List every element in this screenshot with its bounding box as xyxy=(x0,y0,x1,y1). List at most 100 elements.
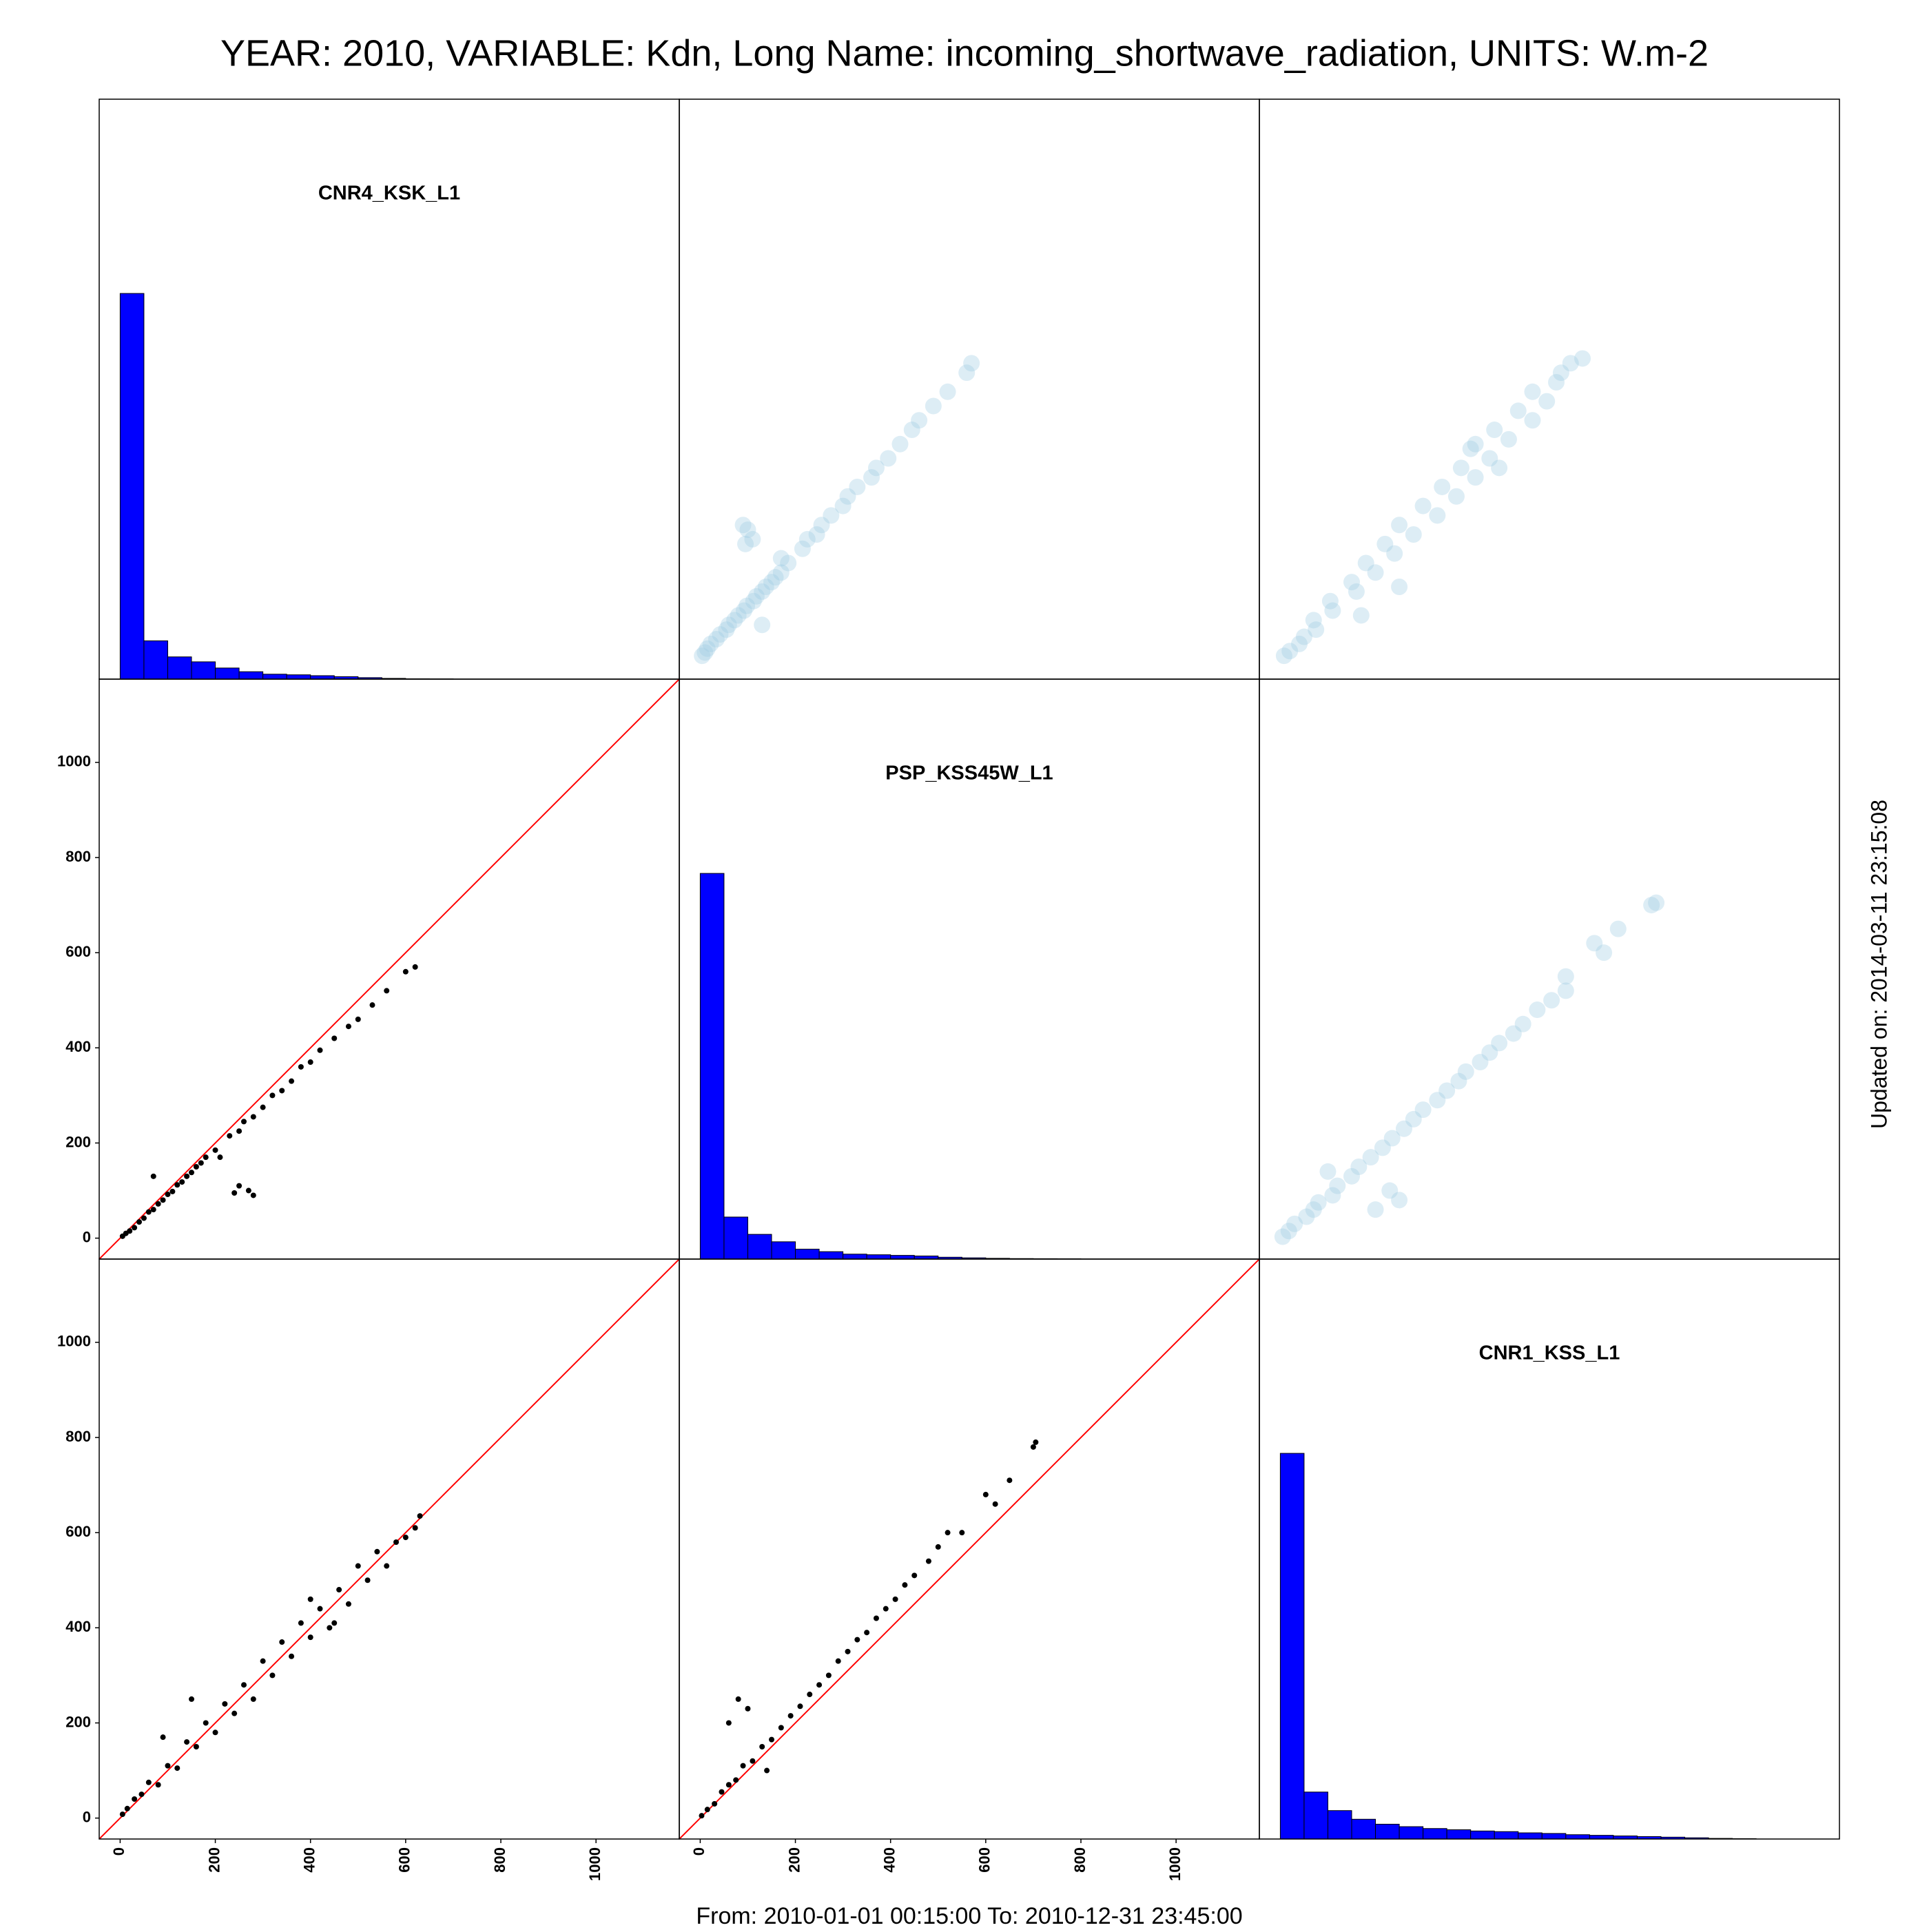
scatter-point xyxy=(279,1088,285,1093)
scatter-point xyxy=(883,1606,889,1612)
scatter-point xyxy=(189,1696,194,1702)
scatter-point xyxy=(384,1564,389,1569)
hist-bar xyxy=(1399,1827,1423,1839)
scatter-point xyxy=(165,1192,170,1197)
scatter-point xyxy=(403,969,409,975)
density-point xyxy=(1381,1183,1398,1199)
x-tick-label: 1000 xyxy=(1166,1847,1184,1881)
scatter-point xyxy=(726,1720,732,1725)
density-point xyxy=(891,436,908,453)
scatter-point xyxy=(331,1620,337,1625)
scatter-point xyxy=(194,1164,199,1170)
scatter-point xyxy=(198,1160,204,1165)
scatter-point xyxy=(236,1128,242,1134)
y-tick-label: 400 xyxy=(65,1618,91,1635)
scatter-point xyxy=(136,1219,142,1225)
scatter-point xyxy=(213,1730,218,1735)
scatter-point xyxy=(719,1789,724,1795)
scatter-point xyxy=(911,1572,917,1578)
scatter-point xyxy=(161,1197,166,1203)
x-tick-label: 800 xyxy=(491,1847,508,1873)
density-point xyxy=(1306,612,1322,628)
scatter-point xyxy=(854,1637,860,1643)
hist-bar xyxy=(1328,1811,1352,1839)
scatter-point xyxy=(146,1209,152,1215)
hist-bar xyxy=(891,1256,915,1259)
y-tick-label: 0 xyxy=(83,1808,91,1825)
scatter-point xyxy=(308,1634,313,1640)
scatter-point xyxy=(797,1703,803,1709)
hist-bar xyxy=(1494,1831,1518,1839)
hist-bar xyxy=(1304,1792,1328,1839)
density-point xyxy=(1458,1063,1474,1080)
identity-line xyxy=(679,1259,1259,1839)
scatter-point xyxy=(156,1782,161,1787)
density-point xyxy=(1310,1194,1327,1211)
hist-bar xyxy=(1566,1835,1590,1839)
panel xyxy=(694,355,980,664)
scatter-point xyxy=(151,1174,156,1179)
scatter-point xyxy=(816,1682,822,1687)
scatter-point xyxy=(279,1639,285,1645)
density-point xyxy=(1610,921,1627,937)
density-point xyxy=(1524,384,1540,400)
hist-bar xyxy=(120,293,144,679)
scatter-point xyxy=(355,1017,361,1022)
scatter-point xyxy=(269,1092,275,1098)
density-point xyxy=(1558,968,1574,985)
scatter-point xyxy=(246,1188,251,1194)
scatter-point xyxy=(807,1692,812,1697)
scatter-point xyxy=(132,1796,137,1802)
scatter-point xyxy=(759,1744,765,1749)
density-point xyxy=(1415,1101,1432,1118)
panel xyxy=(700,873,1081,1259)
x-tick-label: 0 xyxy=(690,1847,708,1856)
identity-line xyxy=(99,679,679,1259)
hist-bar xyxy=(1423,1829,1447,1839)
y-tick-label: 1000 xyxy=(57,753,91,770)
density-point xyxy=(1453,459,1469,476)
density-point xyxy=(1429,507,1445,523)
y-tick-label: 400 xyxy=(65,1038,91,1055)
density-point xyxy=(1486,422,1503,438)
density-point xyxy=(754,616,770,633)
scatter-point xyxy=(736,1696,741,1702)
scatter-point xyxy=(417,1513,423,1519)
scatter-point xyxy=(733,1777,739,1783)
density-point xyxy=(925,398,942,415)
hist-bar xyxy=(287,675,311,679)
scatter-point xyxy=(125,1806,130,1811)
density-point xyxy=(1467,469,1484,486)
scatter-point xyxy=(413,1525,418,1530)
y-tick-label: 800 xyxy=(65,1428,91,1445)
hist-bar xyxy=(819,1251,843,1259)
density-point xyxy=(1500,431,1517,448)
scatter-point xyxy=(174,1765,180,1771)
scatter-point xyxy=(826,1672,832,1678)
hist-bar xyxy=(772,1242,796,1259)
hist-bar xyxy=(1447,1830,1471,1839)
hist-bar xyxy=(1352,1819,1376,1839)
scatter-point xyxy=(374,1549,380,1555)
scatter-point xyxy=(179,1179,185,1185)
hist-bar xyxy=(1589,1836,1613,1839)
identity-line xyxy=(99,1259,679,1839)
x-tick-label: 200 xyxy=(785,1847,803,1873)
x-tick-label: 400 xyxy=(880,1847,898,1873)
scatter-point xyxy=(127,1228,132,1234)
scatter-point xyxy=(893,1597,898,1602)
density-point xyxy=(1648,895,1664,911)
scatter-point xyxy=(317,1048,322,1053)
scatter-point xyxy=(156,1201,161,1207)
hist-bar xyxy=(263,674,287,679)
scatter-point xyxy=(788,1713,794,1718)
scatter-point xyxy=(203,1720,209,1725)
density-point xyxy=(1415,498,1432,515)
hist-bar xyxy=(1471,1831,1495,1839)
scatter-point xyxy=(699,1813,704,1818)
scatter-point xyxy=(217,1154,223,1160)
scatter-point xyxy=(151,1207,156,1212)
x-tick-label: 0 xyxy=(110,1847,127,1856)
density-point xyxy=(849,479,865,495)
density-point xyxy=(1510,402,1527,419)
